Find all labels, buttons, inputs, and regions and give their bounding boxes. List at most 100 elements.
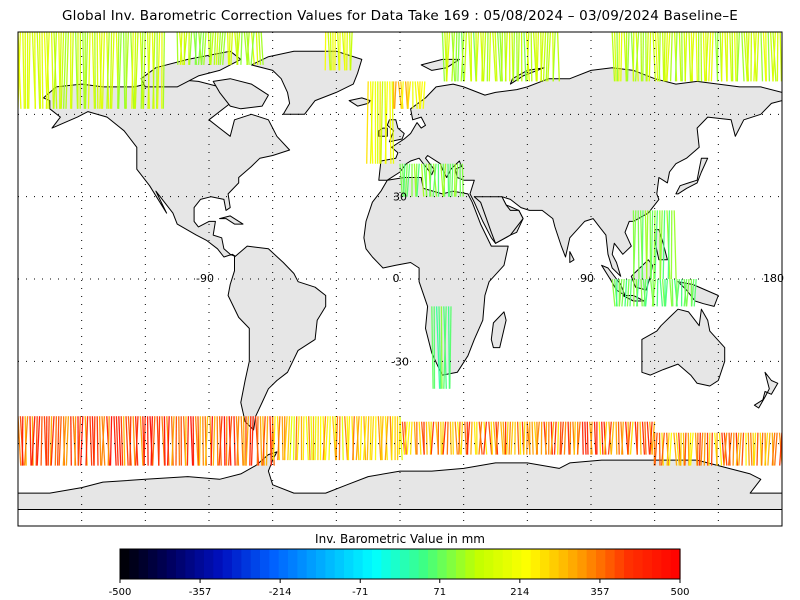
colorbar-cell [222, 549, 233, 579]
colorbar-cell [129, 549, 140, 579]
land-north-america [43, 78, 291, 258]
colorbar-cell [428, 549, 438, 579]
colorbar: -500 -357 -214 -71 71 214 357 500 [109, 548, 690, 598]
colorbar-cell [185, 549, 196, 579]
colorbar-cell [670, 549, 681, 579]
colorbar-cell [521, 549, 532, 579]
colorbar-cell [549, 549, 560, 579]
land-japan [675, 157, 709, 195]
colorbar-cell [530, 549, 541, 579]
colorbar-cell [540, 549, 550, 579]
colorbar-tick-label: 214 [510, 587, 529, 598]
world-map: -90 0 90 180 30 -30 [17, 31, 784, 527]
colorbar-cell [418, 549, 429, 579]
track-region [176, 32, 264, 65]
colorbar-cell [605, 549, 616, 579]
colorbar-cell [194, 549, 205, 579]
colorbar-cell [484, 549, 494, 579]
colorbar-cell [493, 549, 504, 579]
colorbar-cell [586, 549, 597, 579]
colorbar-tick-label: -500 [109, 587, 132, 598]
land-iceland [348, 97, 371, 107]
colorbar-cell [148, 549, 158, 579]
lon-label: 0 [393, 272, 400, 285]
colorbar-cell [596, 549, 606, 579]
colorbar-cell [325, 549, 336, 579]
track-region [611, 32, 782, 82]
track-region [399, 163, 464, 197]
land-arabia [473, 196, 524, 244]
colorbar-cell [297, 549, 308, 579]
colorbar-tick-label: 500 [670, 587, 689, 598]
colorbar-cell [652, 549, 662, 579]
colorbar-cell [456, 549, 466, 579]
colorbar-cell [614, 549, 625, 579]
track-region [18, 32, 166, 109]
graticule-labels: -90 0 90 180 30 -30 [196, 191, 784, 369]
colorbar-frame [119, 548, 681, 580]
lon-label: 180 [763, 272, 784, 285]
colorbar-cell [204, 549, 214, 579]
colorbar-tick-label: -357 [189, 587, 212, 598]
colorbar-cell [437, 549, 448, 579]
land-greenland [250, 50, 363, 115]
colorbar-cell [306, 549, 317, 579]
colorbar-cell [502, 549, 513, 579]
colorbar-label: Inv. Barometric Value in mm [315, 532, 485, 546]
colorbar-tick-label: 357 [590, 587, 609, 598]
colorbar-ticks: -500 -357 -214 -71 71 214 357 500 [109, 579, 690, 598]
lat-label: -30 [391, 355, 409, 368]
track-region [324, 32, 353, 71]
colorbar-cell [465, 549, 476, 579]
colorbar-cell [316, 549, 326, 579]
colorbar-cell [120, 549, 130, 579]
colorbar-cell [558, 549, 569, 579]
colorbar-cell [446, 549, 457, 579]
colorbar-tick-label: -71 [352, 587, 368, 598]
colorbar-cell [400, 549, 410, 579]
lat-label: 30 [393, 191, 407, 204]
colorbar-cell [288, 549, 298, 579]
colorbar-cell [334, 549, 345, 579]
colorbar-cell [166, 549, 177, 579]
colorbar-tick-label: 71 [433, 587, 446, 598]
colorbar-cell [381, 549, 392, 579]
colorbar-cell [278, 549, 289, 579]
track-region [271, 416, 403, 461]
colorbar-cell [372, 549, 382, 579]
colorbar-cell [138, 549, 149, 579]
lon-label: 90 [580, 272, 594, 285]
colorbar-cell [260, 549, 270, 579]
land-madagascar [490, 311, 507, 349]
colorbar-cell [474, 549, 485, 579]
colorbar-cell [409, 549, 420, 579]
land-cuba [219, 215, 244, 225]
colorbar-cell [213, 549, 224, 579]
colorbar-cell [661, 549, 672, 579]
land-new-zealand [753, 371, 779, 409]
colorbar-cell [633, 549, 644, 579]
track-region [526, 421, 656, 455]
colorbar-cell [568, 549, 578, 579]
colorbar-cell [241, 549, 252, 579]
land-layer [18, 50, 782, 510]
colorbar-cell [362, 549, 373, 579]
colorbar-cell [232, 549, 242, 579]
colorbar-cell [642, 549, 653, 579]
track-region [632, 210, 677, 280]
map-title: Global Inv. Barometric Correction Values… [61, 8, 738, 24]
track-region [611, 278, 697, 307]
colorbar-cell [390, 549, 401, 579]
colorbar-tick-label: -214 [269, 587, 292, 598]
ground-tracks [18, 32, 782, 466]
lon-label: -90 [196, 272, 214, 285]
track-region [653, 432, 782, 466]
colorbar-cell [250, 549, 261, 579]
land-baffin-island [212, 78, 269, 110]
colorbar-cell [624, 549, 634, 579]
colorbar-cell [512, 549, 522, 579]
track-region [441, 32, 560, 82]
track-region [366, 81, 395, 164]
track-region [392, 81, 426, 109]
colorbar-cell [176, 549, 186, 579]
